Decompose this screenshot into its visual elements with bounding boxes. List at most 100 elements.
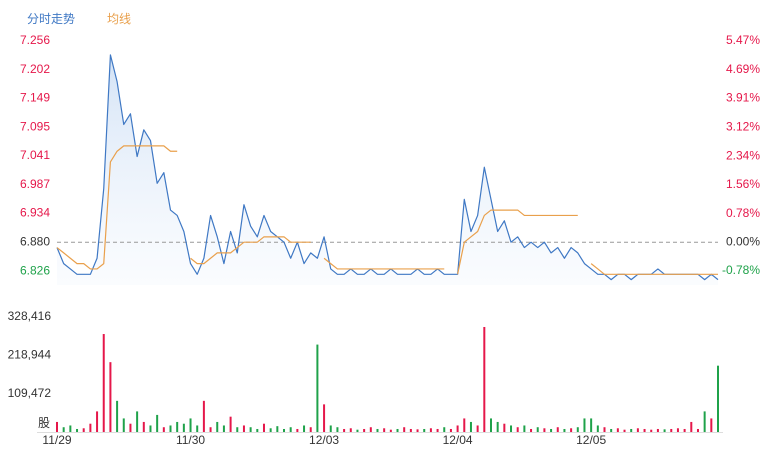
y2-tick-label: -0.78%: [722, 263, 760, 277]
volume-bar: [376, 428, 379, 433]
volume-bar: [116, 400, 119, 433]
volume-bar: [182, 423, 185, 433]
volume-bar: [663, 429, 666, 433]
volume-bar: [296, 428, 299, 433]
volume-bar: [236, 427, 239, 433]
volume-bar: [670, 428, 673, 433]
volume-bar: [423, 428, 426, 433]
volume-bar: [483, 326, 486, 433]
y2-tick-label: 2.34%: [726, 148, 760, 162]
volume-bar: [303, 425, 306, 433]
volume-bar: [329, 425, 332, 433]
volume-bar: [162, 427, 165, 433]
volume-bar: [256, 428, 259, 433]
series-line: [56, 145, 718, 275]
volume-bar: [496, 421, 499, 433]
volume-bar: [616, 428, 619, 433]
volume-bar: [409, 428, 412, 433]
volume-bar: [596, 425, 599, 433]
y2-tick-label: 5.47%: [726, 33, 760, 47]
x-tick-label: 11/30: [176, 433, 205, 447]
y2-tick-label: 3.12%: [726, 120, 760, 134]
y-tick-label: 6.934: [20, 205, 50, 219]
volume-bar: [323, 404, 326, 433]
volume-bar: [590, 418, 593, 433]
volume-bar: [717, 365, 719, 433]
volume-bar: [556, 427, 559, 433]
price-area: [57, 54, 718, 286]
volume-bar: [523, 425, 526, 433]
y-axis-unit: 股: [38, 416, 50, 430]
x-tick-label: 12/04: [443, 433, 473, 447]
volume-bar: [650, 429, 653, 433]
volume-bar: [563, 428, 566, 433]
volume-bar: [289, 427, 292, 433]
volume-bar: [56, 421, 58, 433]
volume-bar: [149, 425, 152, 433]
volume-bar: [583, 418, 586, 433]
y2-tick-label: 1.56%: [726, 177, 760, 191]
volume-bar: [189, 418, 192, 433]
volume-bar: [389, 429, 392, 433]
volume-bar: [676, 428, 679, 433]
volume-bar: [62, 427, 65, 433]
y-tick-label: 109,472: [8, 386, 52, 400]
volume-bar: [543, 428, 546, 433]
volume-bar: [636, 428, 639, 433]
volume-bar: [102, 334, 105, 433]
volume-bar: [683, 428, 686, 433]
volume-bar: [630, 428, 633, 433]
volume-bar: [489, 418, 492, 433]
y2-tick-label: 0.00%: [726, 234, 760, 248]
y2-tick-label: 0.78%: [726, 206, 760, 220]
volume-bar: [283, 428, 286, 433]
volume-bar: [262, 423, 265, 433]
volume-bar: [710, 418, 713, 433]
volume-bar: [122, 418, 125, 433]
y2-tick-label: 3.91%: [726, 91, 760, 105]
volume-bar: [202, 400, 205, 433]
volume-bar: [550, 428, 553, 433]
volume-bar: [603, 427, 606, 433]
y-tick-label: 6.880: [20, 234, 50, 248]
x-tick-label: 12/03: [309, 433, 339, 447]
volume-bar: [469, 421, 472, 433]
volume-bar: [696, 428, 699, 433]
volume-bar: [242, 425, 245, 433]
volume-bar: [222, 425, 225, 433]
volume-bar: [349, 428, 352, 433]
volume-bar: [96, 411, 99, 433]
x-tick-label: 11/29: [42, 433, 71, 447]
y2-tick-label: 4.69%: [726, 62, 760, 76]
volume-bar: [269, 428, 272, 433]
legend-entry: 分时走势: [27, 12, 75, 26]
volume-bar: [156, 414, 159, 433]
volume-bar: [136, 411, 139, 433]
volume-bar: [356, 429, 359, 433]
volume-bar: [229, 416, 232, 433]
volume-bar: [76, 428, 79, 433]
volume-bar: [142, 421, 145, 433]
volume-bar: [643, 428, 646, 433]
volume-bar: [476, 425, 479, 433]
volume-bar: [516, 427, 519, 433]
volume-bar: [109, 362, 112, 433]
volume-bar: [336, 427, 339, 433]
volume-bar: [416, 429, 419, 433]
volume-bar: [216, 421, 219, 433]
series-line: [56, 54, 719, 281]
volume-bar: [576, 427, 579, 433]
volume-bar: [690, 421, 693, 433]
y-tick-label: 6.826: [20, 263, 50, 277]
volume-bar: [82, 428, 85, 433]
volume-bar: [396, 428, 399, 433]
volume-bar: [610, 428, 613, 433]
volume-bar: [403, 427, 406, 433]
volume-bar: [89, 423, 92, 433]
volume-bar: [369, 427, 372, 433]
volume-bar: [316, 344, 319, 433]
volume-bar: [623, 429, 626, 433]
volume-bar: [429, 428, 432, 433]
volume-bar: [456, 425, 459, 433]
